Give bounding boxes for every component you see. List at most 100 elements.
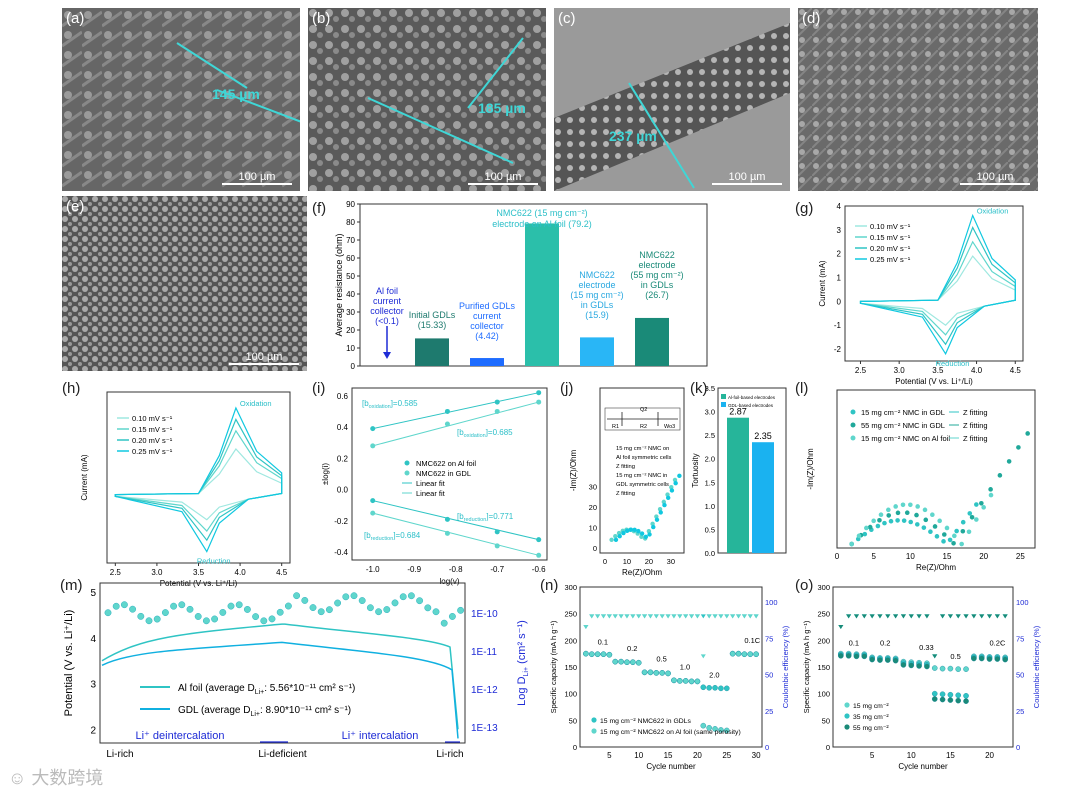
k-ytick-label-3: 1.5 xyxy=(705,478,715,487)
i-xtick-label-1: -0.9 xyxy=(407,565,421,574)
o-cap-point-1-13 xyxy=(939,691,946,697)
l-point-1-10 xyxy=(941,532,947,537)
f-bar-2 xyxy=(525,223,559,366)
n-cap-point-0-23 xyxy=(718,685,724,692)
l-point-0-14 xyxy=(941,539,946,544)
measurement-b: 185 µm xyxy=(478,100,526,116)
measurement-a: 145 µm xyxy=(212,86,260,102)
n-rate-label-4: 2.0 xyxy=(709,671,719,680)
h-ann-reduction: Reduction xyxy=(197,557,231,566)
f-ann-purified-1: current xyxy=(473,311,502,321)
n-xtick-label-4: 25 xyxy=(722,751,731,760)
n-ce-point-1-1 xyxy=(589,614,595,619)
g-legend-3: 0.25 mV s⁻¹ xyxy=(870,255,911,264)
n-cap-point-1-20 xyxy=(700,722,707,729)
scale-bar-c: 100 µm xyxy=(712,171,782,185)
o-rate-label-2: 0.33 xyxy=(919,643,934,652)
m-y2tick-label-1: 1E-11 xyxy=(471,647,497,658)
m-diff-point-0 xyxy=(104,609,112,617)
n-cap-point-1-13 xyxy=(659,670,665,676)
l-point-2-3 xyxy=(871,518,876,524)
chart-m: (m) 2 3 4 5 Potential (V vs. Li⁺/Li) 1E-10 1E-… xyxy=(60,575,540,790)
n-cap-point-0-21 xyxy=(706,685,712,691)
n-ce-point-1-0 xyxy=(583,625,589,629)
h-legend-2: 0.20 mV s⁻¹ xyxy=(132,436,173,445)
m-diff-point-43 xyxy=(457,606,465,614)
m-diff-point-37 xyxy=(407,592,415,600)
l-legend-0: 15 mg cm⁻² NMC in GDL xyxy=(861,408,945,417)
m-diff-point-22 xyxy=(284,602,292,610)
g-ytick-label-0: -2 xyxy=(834,345,842,354)
l-point-1-8 xyxy=(923,517,929,523)
l-point-0-7 xyxy=(895,518,900,523)
n-ce-point-1-3 xyxy=(600,614,606,619)
l-point-2-17 xyxy=(974,517,979,522)
i-legend-marker-1 xyxy=(404,470,410,476)
n-ce-point-1-16 xyxy=(677,614,683,619)
m-diff-point-41 xyxy=(440,619,448,627)
i-ann-3: [breduction]=0.684 xyxy=(364,531,421,542)
m-diff-point-11 xyxy=(194,613,202,620)
m-diff-point-29 xyxy=(342,593,350,601)
g-ylabel: Current (mA) xyxy=(818,260,827,307)
chart-k-svg: 0.0 0.5 1.0 1.5 2.0 2.5 3.0 3.5 Tortuosity 2.87 Al… xyxy=(691,384,787,558)
h-xtick-label-2: 3.5 xyxy=(193,568,205,577)
o-cap-point-2-20 xyxy=(994,656,1001,662)
l-point-0-16 xyxy=(954,528,959,534)
o-cap-point-2-7 xyxy=(892,657,899,664)
i-legend-1: NMC622 in GDL xyxy=(416,469,471,478)
l-legend-3: Z fitting xyxy=(963,408,988,417)
m-ytick-label-1: 3 xyxy=(90,680,96,691)
f-ann-purified-2: collector xyxy=(470,321,504,331)
n-rate-label-3: 1.0 xyxy=(680,663,690,672)
m-diff-point-33 xyxy=(375,608,383,616)
o-rate-label-4: 0.2C xyxy=(990,639,1006,648)
n-cap-point-1-2 xyxy=(594,651,601,657)
chart-f-svg: 0 10 20 30 40 50 60 70 80 90 Average resistance (o… xyxy=(334,200,708,371)
l-point-1-4 xyxy=(886,513,892,518)
n-ce-point-1-20 xyxy=(700,654,706,659)
watermark: ☺ 大数跨境 xyxy=(8,764,103,790)
n-ce-point-1-12 xyxy=(653,614,659,619)
n-ytick-label-0: 0 xyxy=(573,743,577,752)
h-legend-1: 0.15 mV s⁻¹ xyxy=(132,425,173,434)
f-ann-nmc55-3: in GDLs xyxy=(641,280,674,290)
i-legend-0: NMC622 on Al foil xyxy=(416,459,476,468)
l-legend-marker-0 xyxy=(850,409,856,415)
m-ytick-label-3: 5 xyxy=(90,588,96,599)
m-diff-point-14 xyxy=(219,608,227,616)
sem-image-a: (a) 145 µm 100 µm xyxy=(62,8,300,191)
n-ce-point-1-13 xyxy=(659,614,665,619)
chart-j-svg: 0 10 20 30 0 10 20 30 Re(Z)/Ohm -Im(Z)/Ohm R1 Q2 R2 W… xyxy=(569,387,685,577)
panel-label-b: (b) xyxy=(312,10,331,27)
n-ce-point-1-25 xyxy=(730,614,736,619)
o-cap-point-1-12 xyxy=(931,690,938,697)
o-ce-point-2-12 xyxy=(932,654,938,659)
chart-i-svg: -1.0 -0.9 -0.8 -0.7 -0.6 -0.4 -0.2 0.0 0.2 0.4 0.6… xyxy=(321,387,548,586)
chart-j-frame xyxy=(599,387,685,554)
l-xtick-label-4: 20 xyxy=(979,552,988,561)
o-ylabel: Specific capacity (mA h g⁻¹) xyxy=(802,620,811,713)
o-cap-point-2-21 xyxy=(1002,656,1008,663)
m-diff-point-1 xyxy=(112,602,120,610)
o-y2tick-label-3: 75 xyxy=(1016,634,1024,643)
h-xtick-label-0: 2.5 xyxy=(110,568,122,577)
m-diff-point-39 xyxy=(424,604,432,612)
j-ytick-label-3: 30 xyxy=(589,482,597,491)
g-cv-curve-3 xyxy=(859,213,1016,356)
j-circuit-R1: R1 xyxy=(612,424,619,430)
l-point-0-9 xyxy=(908,519,914,525)
i-legend-marker-0 xyxy=(404,460,410,466)
chart-j: (j) 0 10 20 30 0 10 20 30 Re(Z)/Ohm -Im(Z)/Ohm R1 Q… xyxy=(560,378,690,588)
h-xtick-label-1: 3.0 xyxy=(151,568,163,577)
l-point-2-12 xyxy=(937,518,942,524)
m-diff-point-40 xyxy=(432,608,440,616)
m-y2tick-label-2: 1E-12 xyxy=(471,685,498,696)
m-xcat-1: Li-deficient xyxy=(258,749,307,760)
j-point-1-16 xyxy=(673,480,678,486)
n-cap-point-0-20 xyxy=(700,684,707,691)
i-fit-line-0 xyxy=(372,392,539,430)
n-ce-point-1-21 xyxy=(706,614,712,619)
j-point-1-13 xyxy=(662,502,667,508)
o-cap-point-0-16 xyxy=(963,666,969,672)
